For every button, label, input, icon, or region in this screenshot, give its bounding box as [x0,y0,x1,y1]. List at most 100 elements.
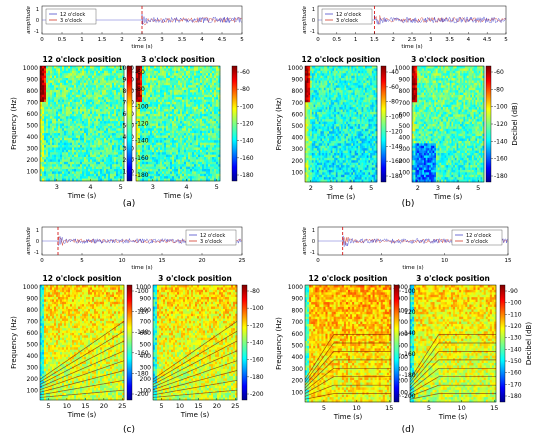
spectrogram-cell [82,104,85,108]
spectrogram-cell [46,116,49,120]
spectrogram-cell [88,130,91,134]
spectrogram-cell [40,142,43,146]
spectrogram-cell [154,97,157,100]
spectrogram-cell [60,118,63,122]
spectrogram-cell [188,178,191,182]
spectrogram-cell [214,94,217,98]
spectrogram-cell [188,77,191,81]
spectrogram-cell [152,140,155,143]
spectrogram-cell [308,87,311,91]
spectrogram-cell [114,89,117,93]
spectrogram-cell [192,80,195,84]
spectrogram-cell [178,154,181,158]
spectrogram-cell [174,161,177,165]
spectrogram-cell [198,142,201,146]
spectrogram-cell [64,77,67,81]
spectrogram-cell [218,104,221,108]
spectrogram-cell [82,99,85,103]
spectrogram-cell [176,97,179,100]
spectrogram-cell [138,70,141,74]
spectrogram-cell [186,77,189,81]
spectrogram-cell [196,161,199,165]
spectrogram-cell [194,171,197,175]
spectrogram-cell [76,89,79,93]
spectrogram-cell [318,102,321,105]
spectrogram-cell [92,111,95,115]
spectrogram-cell [44,133,47,136]
spectrogram-cell [196,68,199,72]
spectrogram-cell [202,101,205,105]
spectrogram-cell [194,92,197,96]
spectrogram-cell [88,145,91,148]
spectrogram-cell [96,166,99,170]
spectrogram-cell [76,118,79,122]
spectrogram-cell [44,92,47,96]
spectrogram-cell [40,66,43,69]
spectrogram-cell [192,142,195,146]
spectrogram-cell [116,142,119,146]
spectrogram-cell [94,130,97,134]
spectrogram-cell [166,106,169,110]
spectrogram-cell [160,178,163,182]
spectrogram-cell [136,137,139,141]
spectrogram-cell [40,82,43,86]
spectrogram-cell [48,70,51,74]
spectrogram-cell [168,104,171,108]
spectrogram-cell [218,176,221,179]
spectrogram-cell [313,119,316,122]
spectrogram-cell [164,66,167,69]
spectrogram-cell [142,87,145,91]
spectrogram-cell [144,77,147,81]
spectrogram-cell [176,73,179,76]
spectrogram-cell [178,137,181,141]
spectrogram-cell [184,178,187,182]
spectrogram-cell [310,107,313,110]
spectrogram-cell [120,89,123,93]
spectrogram-cell [202,97,205,100]
spectrogram-cell [82,159,85,163]
spectrogram-cell [218,171,221,175]
spectrogram-cell [156,66,159,69]
spectrogram-cell [90,142,93,146]
spectrogram-cell [174,77,177,81]
spectrogram-cell [202,142,205,146]
spectrogram-cell [188,157,191,160]
x-tick-label: 4 [88,183,92,191]
spectrogram-cell [116,161,119,165]
spectrogram-cell [80,92,83,96]
spectrogram-cell [200,128,203,131]
spectrogram-cell [146,169,149,172]
spectrogram-cell [84,145,87,148]
spectrogram-cell [144,87,147,91]
spectrogram-cell [180,137,183,141]
spectrogram-cell [186,147,189,151]
spectrogram-cell [122,171,125,175]
spectrogram-cell [320,167,323,171]
spectrogram-cell [311,97,314,101]
spectrogram-cell [54,89,57,93]
spectrogram-cell [204,66,207,69]
spectrogram-cell [190,125,193,129]
spectrogram-cell [56,87,59,91]
spectrogram-cell [146,121,149,124]
spectrogram-cell [140,104,143,108]
spectrogram-cell [313,153,316,156]
spectrogram-cell [323,92,326,96]
spectrogram-cell [180,66,183,69]
spectrogram-cell [210,123,213,127]
spectrogram-cell [322,128,325,132]
spectrogram-cell [174,66,177,69]
spectrogram-cell [92,89,95,93]
spectrogram-cell [162,149,165,153]
spectrogram-cell [208,118,211,122]
spectrogram-cell [84,130,87,134]
spectrogram-cell [305,157,308,161]
spectrogram-cell [122,99,125,103]
spectrogram-cell [102,130,105,134]
spectrogram-cell [120,149,123,153]
spectrogram-cell [184,68,187,72]
spectrogram-cell [50,94,53,98]
spectrogram-cell [198,147,201,151]
spectrogram-cell [44,75,47,79]
spectrogram-cell [164,149,167,153]
